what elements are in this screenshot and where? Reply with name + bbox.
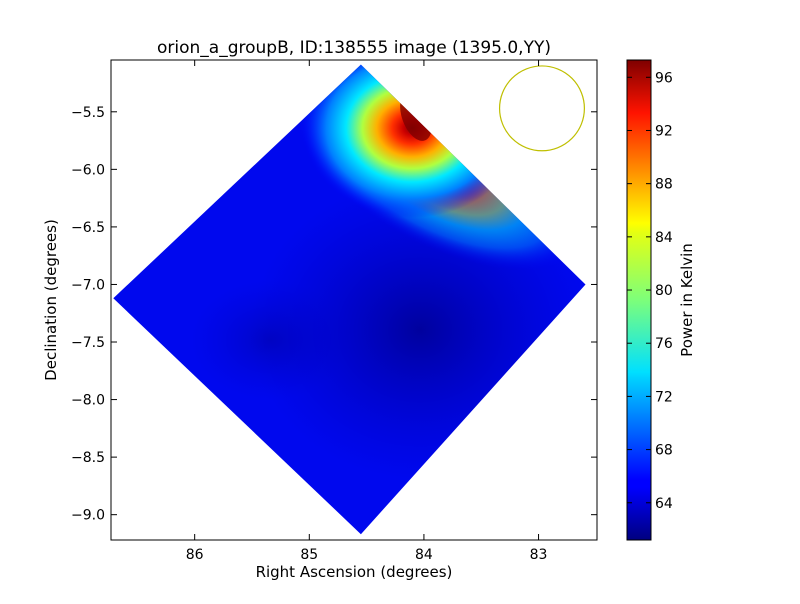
colorbar-tick-label: 68 <box>655 443 673 459</box>
colorbar-label: Power in Kelvin <box>678 243 696 357</box>
x-tick-label: 84 <box>415 547 433 563</box>
y-axis-label: Declination (degrees) <box>42 219 60 381</box>
y-tick-label: −6.5 <box>71 220 105 236</box>
colorbar-tick-label: 88 <box>655 177 673 193</box>
chart-title: orion_a_groupB, ID:138555 image (1395.0,… <box>157 38 551 58</box>
beam-circle <box>498 65 585 152</box>
colorbar-ticks: 64 68 72 76 80 84 88 92 96 <box>627 70 673 512</box>
heatmap-low-region-west <box>190 280 350 400</box>
colorbar-tick-label: 80 <box>655 283 673 299</box>
plot-frame <box>110 59 598 541</box>
y-tick-label: −5.5 <box>71 105 105 121</box>
y-tick-label: −7.0 <box>71 277 105 293</box>
y-axis: −5.5 −6.0 −6.5 −7.0 −7.5 −8.0 −8.5 −9.0 <box>71 105 597 524</box>
colorbar-tick-label: 96 <box>655 70 673 86</box>
x-axis-label: Right Ascension (degrees) <box>256 563 453 581</box>
x-tick-label: 83 <box>530 547 548 563</box>
colorbar <box>626 59 652 541</box>
y-tick-label: −8.5 <box>71 450 105 466</box>
x-tick-label: 86 <box>186 547 204 563</box>
y-tick-label: −9.0 <box>71 508 105 524</box>
x-axis: 86 85 84 83 <box>186 60 548 563</box>
colorbar-tick-label: 76 <box>655 336 673 352</box>
x-tick-label: 85 <box>300 547 318 563</box>
y-tick-label: −8.0 <box>71 393 105 409</box>
y-tick-label: −6.0 <box>71 162 105 178</box>
colorbar-tick-label: 72 <box>655 389 673 405</box>
colorbar-tick-label: 84 <box>655 230 673 246</box>
y-tick-label: −7.5 <box>71 335 105 351</box>
colorbar-tick-label: 64 <box>655 496 673 512</box>
colorbar-tick-label: 92 <box>655 123 673 139</box>
